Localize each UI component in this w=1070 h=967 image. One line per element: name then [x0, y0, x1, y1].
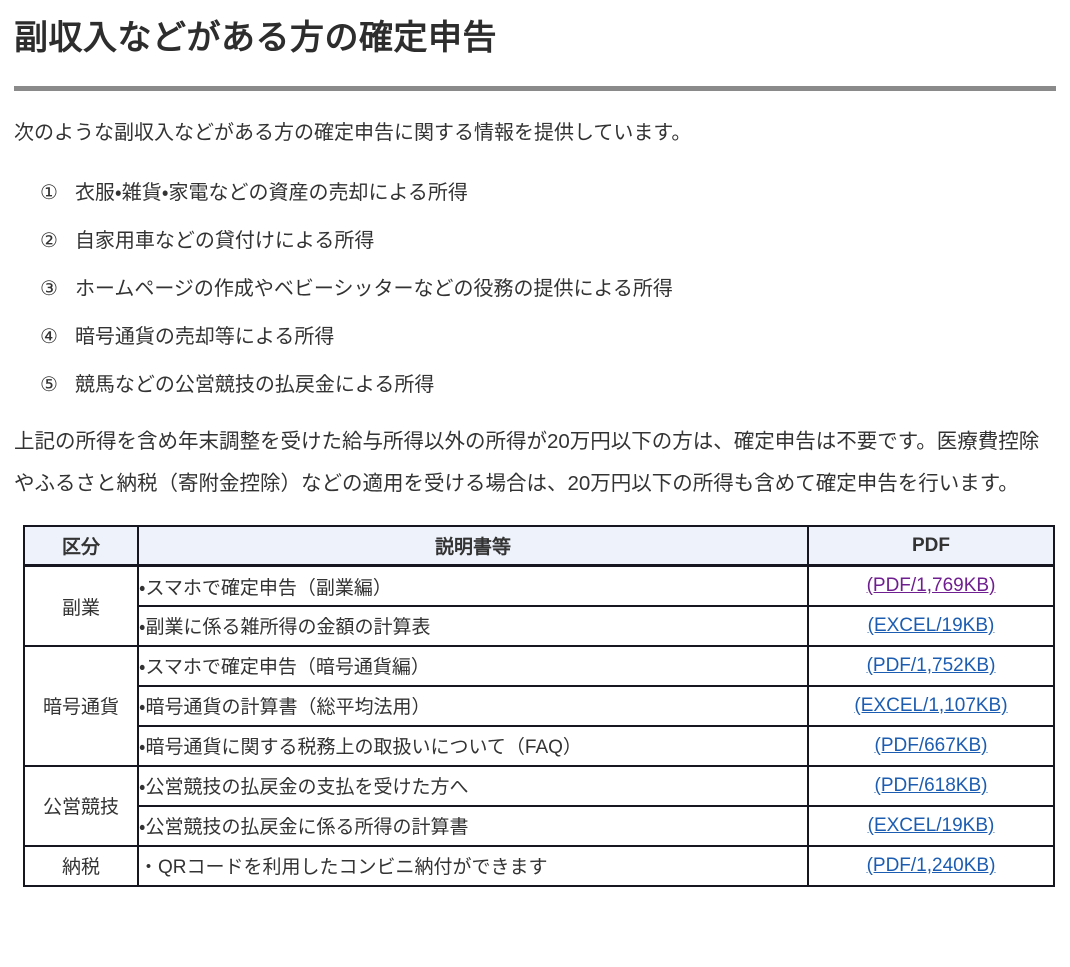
description-cell: ・QRコードを利用したコンビニ納付ができます — [137, 844, 809, 887]
description-cell: ・公営競技の払戻金の支払を受けた方へ — [137, 764, 809, 807]
description-cell: ・スマホで確定申告（副業編） — [137, 564, 809, 607]
description-cell: ・スマホで確定申告（暗号通貨編） — [137, 644, 809, 687]
documents-table: 区分 説明書等 PDF 副業 ・スマホで確定申告（副業編） (PDF/1,769… — [23, 524, 1055, 887]
circled-number-3: ③ — [40, 277, 58, 300]
table-header: 区分 説明書等 PDF — [23, 524, 1055, 568]
pdf-cell: (EXCEL/19KB) — [807, 804, 1055, 847]
column-header-description: 説明書等 — [137, 524, 809, 568]
description-cell: ・暗号通貨の計算書（総平均法用） — [137, 684, 809, 727]
pdf-link[interactable]: (PDF/1,240KB) — [866, 854, 996, 876]
list-item-text: 衣服・雑貨・家電などの資産の売却による所得 — [74, 181, 468, 204]
table-row: ・暗号通貨の計算書（総平均法用） (EXCEL/1,107KB) — [24, 684, 1055, 727]
pdf-cell: (EXCEL/19KB) — [807, 604, 1055, 647]
category-cell-nozei: 納税 — [23, 844, 139, 887]
pdf-link[interactable]: (PDF/1,752KB) — [866, 654, 996, 676]
pdf-cell: (EXCEL/1,107KB) — [807, 684, 1055, 727]
column-header-pdf: PDF — [807, 524, 1055, 568]
pdf-cell: (PDF/1,240KB) — [807, 844, 1055, 887]
pdf-link[interactable]: (PDF/1,769KB) — [866, 575, 996, 597]
pdf-cell: (PDF/667KB) — [807, 724, 1055, 767]
pdf-cell: (PDF/618KB) — [807, 764, 1055, 807]
list-item-text: 暗号通貨の売却等による所得 — [74, 325, 335, 348]
list-item: ④ 暗号通貨の売却等による所得 — [40, 324, 1056, 351]
table-row: 副業 ・スマホで確定申告（副業編） (PDF/1,769KB) — [23, 564, 1055, 647]
excel-link[interactable]: (EXCEL/19KB) — [867, 614, 995, 636]
note-text: 上記の所得を含め年末調整を受けた給与所得以外の所得が20万円以下の方は、確定申告… — [14, 429, 1040, 495]
list-item: ① 衣服・雑貨・家電などの資産の売却による所得 — [40, 180, 1056, 207]
list-item: ③ ホームページの作成やベビーシッターなどの役務の提供による所得 — [40, 276, 1056, 303]
table-row: ・副業に係る雑所得の金額の計算表 (EXCEL/19KB) — [24, 604, 1055, 647]
table-row: ・暗号通貨に関する税務上の取扱いについて（FAQ） (PDF/667KB) — [24, 724, 1055, 767]
excel-link[interactable]: (EXCEL/19KB) — [867, 814, 995, 836]
circled-number-1: ① — [40, 181, 58, 204]
pdf-link[interactable]: (PDF/618KB) — [874, 774, 988, 796]
description-cell: ・公営競技の払戻金に係る所得の計算書 — [137, 804, 809, 847]
circled-number-5: ⑤ — [40, 373, 58, 396]
description-cell: ・副業に係る雑所得の金額の計算表 — [137, 604, 809, 647]
income-type-list: ① 衣服・雑貨・家電などの資産の売却による所得 ② 自家用車などの貸付けによる所得 … — [14, 180, 1056, 399]
title-divider — [14, 85, 1056, 91]
table-header-row: 区分 説明書等 PDF — [23, 524, 1055, 568]
category-cell-fukugyo: 副業 — [23, 564, 139, 647]
list-item: ② 自家用車などの貸付けによる所得 — [40, 228, 1056, 255]
table-body: 副業 ・スマホで確定申告（副業編） (PDF/1,769KB) ・副業に係る雑所… — [23, 564, 1055, 887]
pdf-cell: (PDF/1,752KB) — [807, 644, 1055, 687]
pdf-link[interactable]: (PDF/667KB) — [874, 734, 988, 756]
intro-text: 次のような副収入などがある方の確定申告に関する情報を提供しています。 — [14, 121, 692, 144]
excel-link[interactable]: (EXCEL/1,107KB) — [854, 694, 1008, 716]
page-title: 副収入などがある方の確定申告 — [14, 19, 497, 57]
list-item: ⑤ 競馬などの公営競技の払戻金による所得 — [40, 372, 1056, 399]
table-row: 公営競技 ・公営競技の払戻金の支払を受けた方へ (PDF/618KB) — [23, 764, 1055, 847]
circled-number-2: ② — [40, 229, 58, 252]
table-row: 暗号通貨 ・スマホで確定申告（暗号通貨編） (PDF/1,752KB) — [23, 644, 1055, 767]
list-item-text: 自家用車などの貸付けによる所得 — [74, 229, 375, 252]
table-row: 納税 ・QRコードを利用したコンビニ納付ができます (PDF/1,240KB) — [23, 844, 1055, 887]
list-item-text: 競馬などの公営競技の払戻金による所得 — [74, 373, 435, 396]
description-cell: ・暗号通貨に関する税務上の取扱いについて（FAQ） — [137, 724, 809, 767]
circled-number-4: ④ — [40, 325, 58, 348]
list-item-text: ホームページの作成やベビーシッターなどの役務の提供による所得 — [74, 277, 673, 300]
pdf-cell: (PDF/1,769KB) — [807, 564, 1055, 607]
column-header-category: 区分 — [23, 524, 139, 568]
table-row: ・公営競技の払戻金に係る所得の計算書 (EXCEL/19KB) — [24, 804, 1055, 847]
category-cell-koeikyogi: 公営競技 — [23, 764, 139, 847]
category-cell-angotsuka: 暗号通貨 — [23, 644, 139, 767]
